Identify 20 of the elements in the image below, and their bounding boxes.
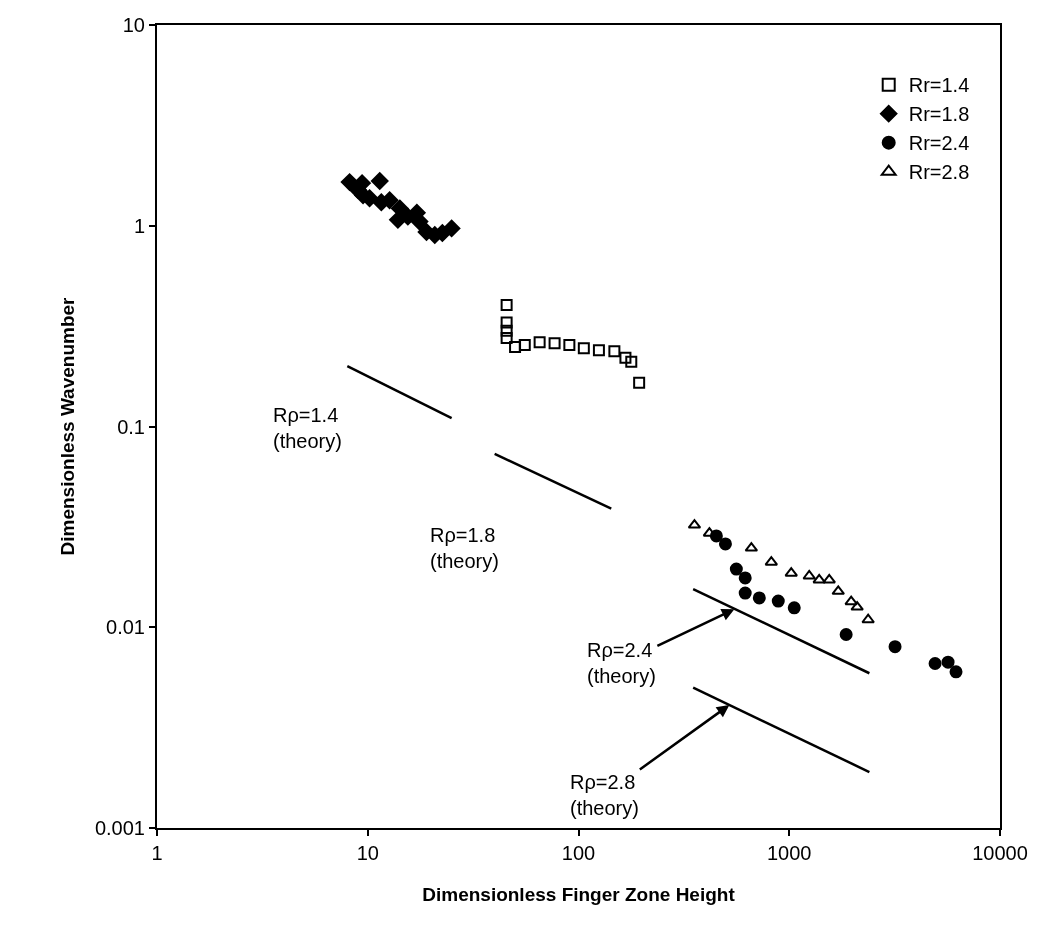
y-tick-label: 10 bbox=[122, 14, 145, 36]
legend-label: Rr=1.8 bbox=[908, 103, 970, 126]
x-tick-label: 10 bbox=[356, 842, 379, 864]
legend-label: Rr=2.4 bbox=[908, 132, 970, 155]
y-tick-label: 1 bbox=[133, 214, 145, 237]
legend-label: Rr=2.8 bbox=[908, 161, 970, 184]
y-tick-label: 0.001 bbox=[94, 817, 145, 839]
annotation: Rρ=1.8 (theory) bbox=[430, 524, 499, 572]
annotation: Rρ=2.8 (theory) bbox=[570, 771, 639, 819]
x-tick-label: 100 bbox=[561, 842, 596, 864]
x-tick-label: 1000 bbox=[767, 842, 812, 864]
y-tick-label: 0.1 bbox=[117, 415, 145, 438]
legend-label: Rr=1.4 bbox=[908, 74, 970, 97]
annotation: Rρ=1.4 (theory) bbox=[273, 404, 342, 452]
y-tick-label: 0.01 bbox=[106, 616, 145, 639]
y-axis-title: Dimensionless Wavenumber bbox=[57, 296, 79, 556]
x-tick-label: 10000 bbox=[972, 842, 1028, 864]
x-axis-title: Dimensionless Finger Zone Height bbox=[422, 884, 736, 906]
x-tick-label: 1 bbox=[151, 842, 163, 864]
annotation: Rρ=2.4 (theory) bbox=[587, 639, 656, 687]
